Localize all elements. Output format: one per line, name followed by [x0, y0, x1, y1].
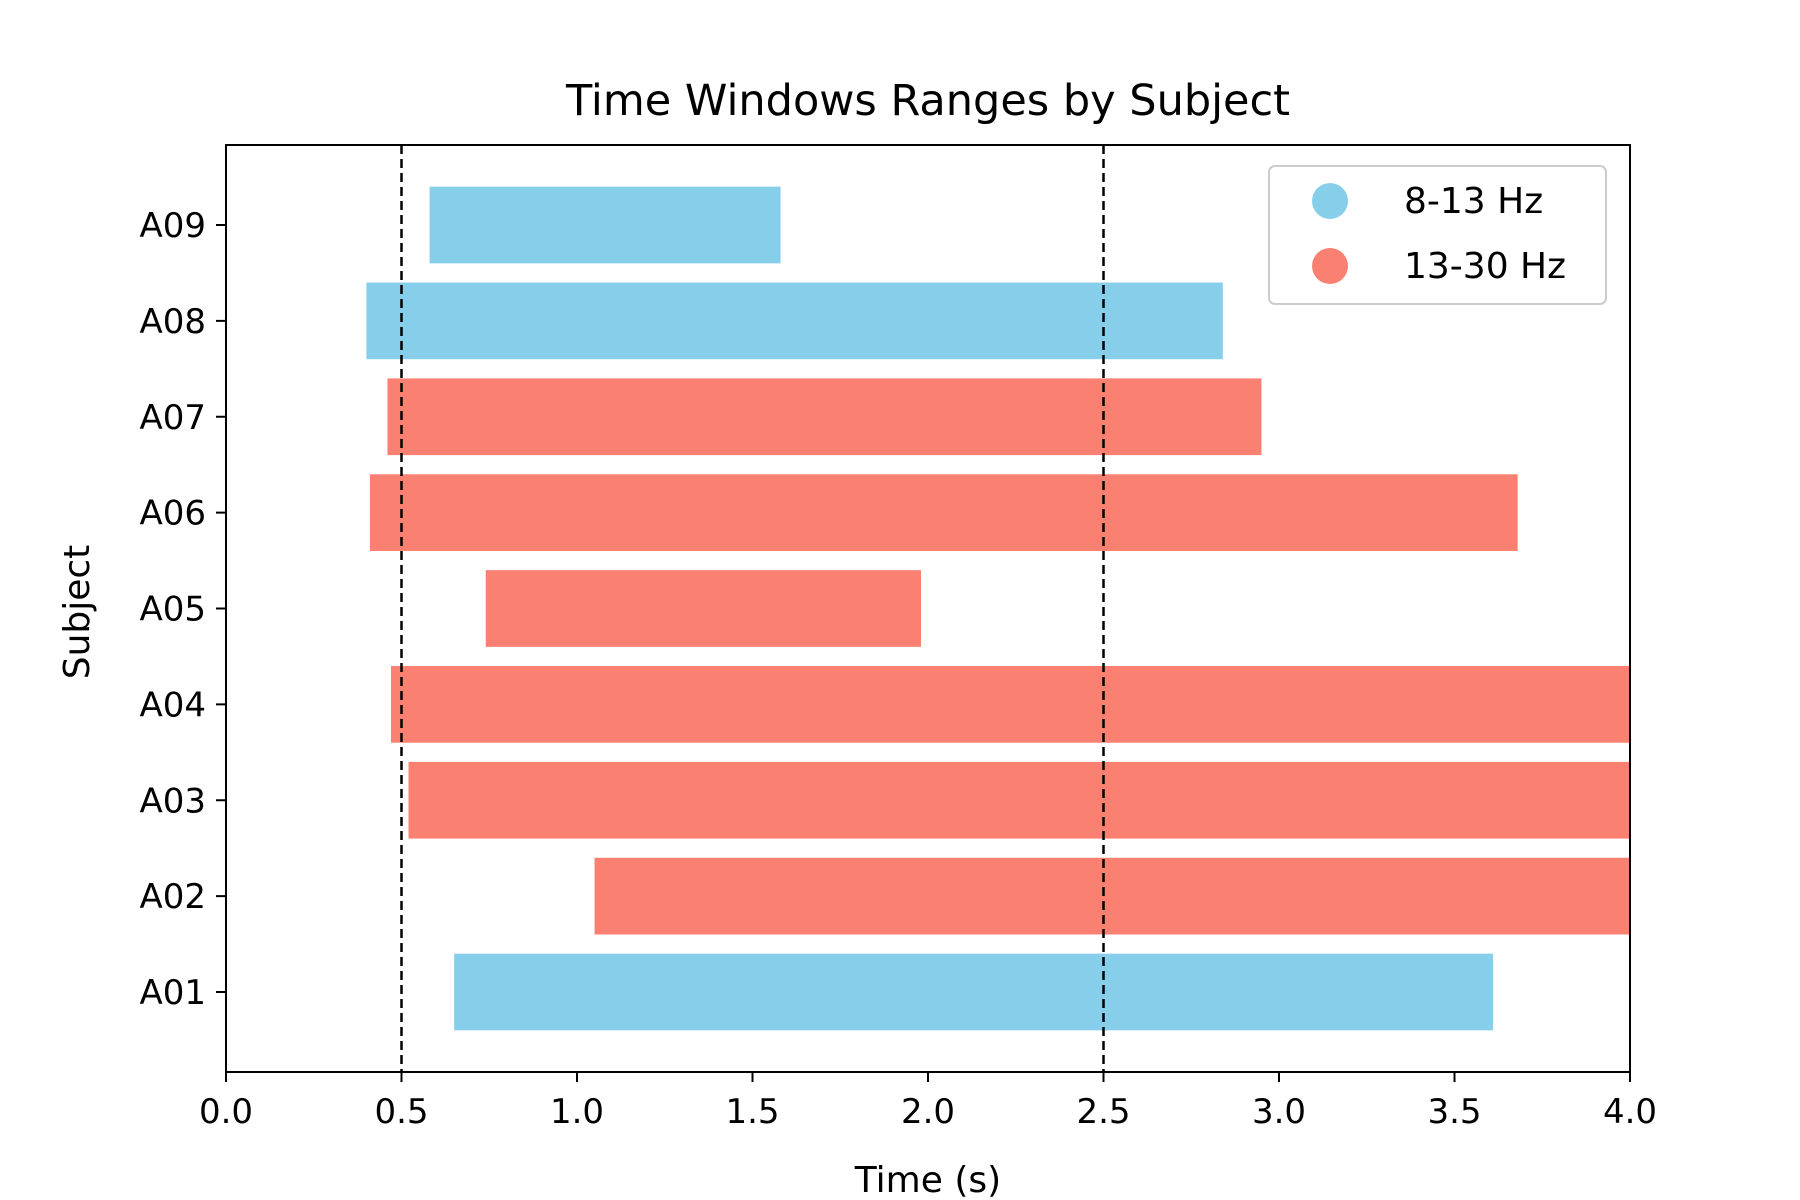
y-tick-label: A04 [139, 685, 206, 725]
bar-a09 [429, 186, 781, 264]
legend-label: 13-30 Hz [1404, 246, 1566, 287]
bar-a06 [369, 474, 1518, 551]
legend: 8-13 Hz 13-30 Hz [1268, 165, 1607, 305]
y-tick-label: A02 [139, 877, 206, 917]
bars-layer [366, 186, 1631, 1031]
x-tick-label: 4.0 [1603, 1092, 1657, 1132]
legend-marker [1312, 183, 1348, 219]
y-tick-label: A07 [139, 398, 206, 438]
legend-marker [1312, 248, 1348, 284]
y-axis-label: Subject [57, 545, 98, 680]
x-tick-label: 0.5 [374, 1092, 428, 1132]
reference-lines [400, 145, 1105, 1072]
y-tick-label: A06 [139, 494, 206, 534]
x-tick-label: 3.0 [1252, 1092, 1306, 1132]
x-tick-label: 2.5 [1076, 1092, 1130, 1132]
y-tick-label: A09 [139, 206, 206, 246]
chart-title: Time Windows Ranges by Subject [565, 76, 1290, 126]
bar-a04 [390, 666, 1631, 743]
y-tick-label: A08 [139, 302, 206, 342]
x-tick-label: 1.0 [550, 1092, 604, 1132]
x-tick-label: 0.0 [199, 1092, 253, 1132]
y-tick-label: A01 [139, 973, 206, 1013]
bar-a02 [594, 857, 1630, 935]
legend-label: 8-13 Hz [1404, 181, 1543, 222]
x-axis: 0.0 0.5 1.0 1.5 2.0 2.5 3.0 3.5 4.0 [199, 1072, 1657, 1132]
y-tick-label: A03 [139, 781, 206, 821]
bar-a01 [454, 953, 1494, 1031]
bar-a08 [366, 282, 1223, 360]
x-tick-label: 3.5 [1427, 1092, 1481, 1132]
y-tick-label: A05 [139, 590, 206, 630]
bar-a03 [408, 761, 1630, 839]
y-axis: A01 A02 A03 A04 A05 A06 A07 A08 A09 [139, 206, 226, 1013]
legend-box [1268, 165, 1607, 305]
bar-a07 [387, 378, 1262, 456]
x-tick-label: 2.0 [901, 1092, 955, 1132]
bar-a05 [485, 570, 921, 647]
x-axis-label: Time (s) [854, 1160, 1001, 1200]
x-tick-label: 1.5 [725, 1092, 779, 1132]
